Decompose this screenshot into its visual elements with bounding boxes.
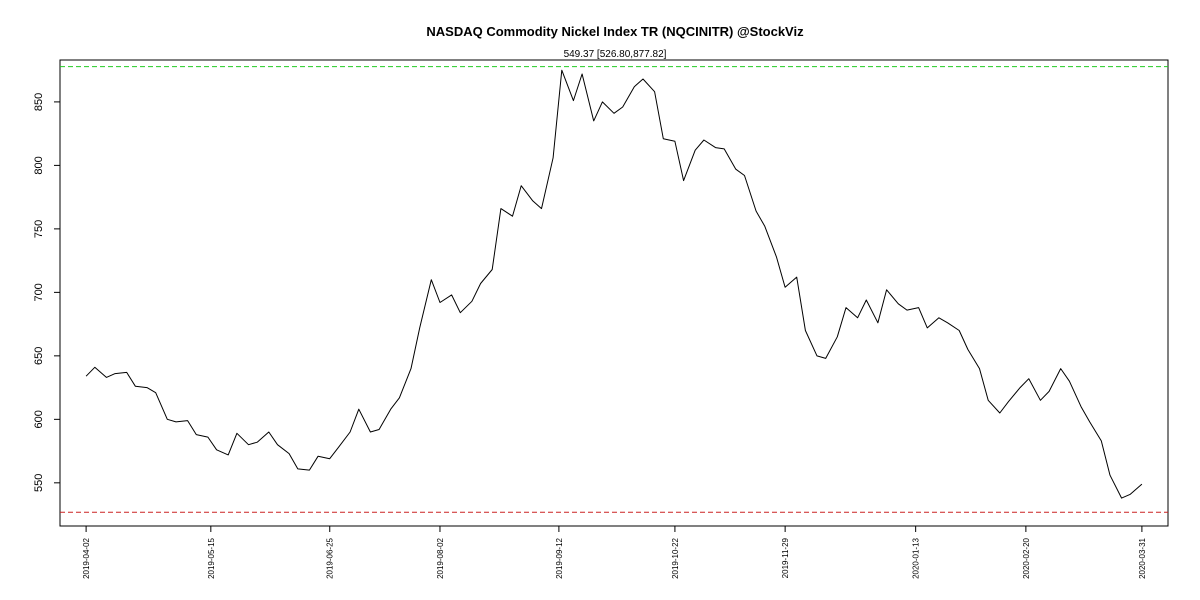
x-tick-label: 2019-05-15 <box>207 537 216 578</box>
reference-lines <box>60 66 1168 513</box>
series-line-0 <box>85 69 1143 499</box>
y-tick-label: 600 <box>33 410 45 428</box>
chart-title: NASDAQ Commodity Nickel Index TR (NQCINI… <box>426 24 804 39</box>
y-tick-label: 700 <box>33 283 45 301</box>
y-axis: 550 600 650 700 750 800 850 <box>33 93 60 492</box>
x-tick-label: 2020-03-31 <box>1138 537 1147 578</box>
chart-subtitle: 549.37 [526.80,877.82] <box>564 49 667 60</box>
x-tick-label: 2019-04-02 <box>82 537 91 578</box>
x-axis: 2019-04-02 2019-05-15 2019-06-25 2019-08-02… <box>82 526 1147 579</box>
x-tick-label: 2019-08-02 <box>436 537 445 578</box>
x-tick-label: 2020-02-20 <box>1022 537 1031 578</box>
x-tick-label: 2019-11-29 <box>781 537 790 578</box>
y-tick-label: 850 <box>33 93 45 111</box>
y-tick-label: 650 <box>33 347 45 365</box>
x-tick-label: 2019-06-25 <box>326 537 335 578</box>
y-tick-label: 550 <box>33 474 45 492</box>
x-tick-label: 2019-10-22 <box>671 537 680 578</box>
x-tick-label: 2020-01-13 <box>912 537 921 578</box>
series-layer <box>85 69 1143 499</box>
y-tick-label: 800 <box>33 156 45 174</box>
y-tick-label: 750 <box>33 220 45 238</box>
plot-area-border <box>59 59 1169 527</box>
x-tick-label: 2019-09-12 <box>555 537 564 578</box>
